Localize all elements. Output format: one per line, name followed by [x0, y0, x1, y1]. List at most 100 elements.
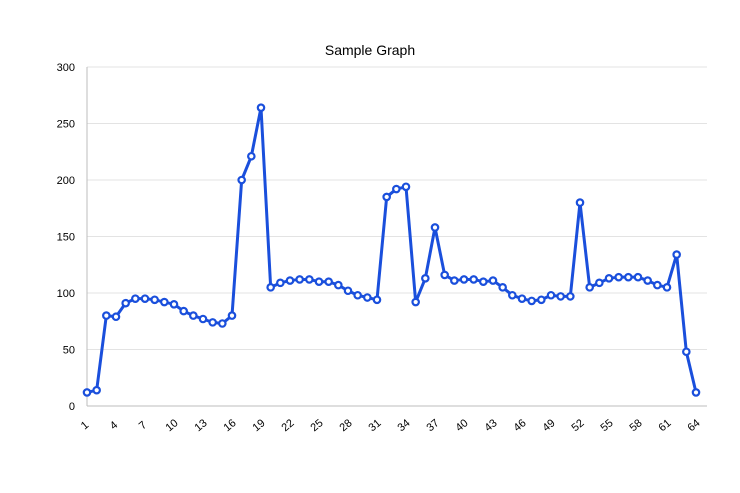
data-point — [575, 198, 585, 207]
data-point — [624, 272, 633, 282]
data-point — [372, 295, 382, 305]
data-point — [479, 277, 488, 287]
data-point — [633, 272, 643, 282]
data-point — [189, 311, 198, 320]
data-point — [517, 294, 527, 303]
data-point — [401, 182, 411, 192]
data-point — [324, 277, 333, 287]
y-tick-label: 200 — [57, 175, 75, 187]
axis-layer — [86, 67, 707, 407]
data-point — [672, 250, 681, 259]
x-tick-label: 58 — [628, 417, 645, 434]
data-point — [247, 151, 256, 161]
y-tick-label: 50 — [63, 345, 75, 357]
x-tick-label: 1 — [79, 419, 91, 432]
data-point — [121, 298, 130, 308]
data-point — [459, 275, 469, 284]
data-point — [266, 283, 275, 292]
x-tick-label: 13 — [193, 417, 210, 434]
x-tick-label: 16 — [222, 417, 239, 434]
data-point — [111, 312, 121, 322]
x-tick-label: 64 — [686, 417, 703, 434]
data-point — [140, 294, 150, 303]
data-point — [585, 283, 594, 292]
data-point — [508, 290, 517, 300]
data-point — [546, 290, 556, 300]
x-tick-label: 49 — [541, 417, 558, 434]
chart-title: Sample Graph — [325, 42, 415, 58]
data-point — [305, 275, 314, 284]
series-layer — [82, 103, 701, 397]
data-point — [643, 276, 652, 285]
data-point — [488, 276, 498, 285]
y-tick-label: 250 — [57, 119, 75, 131]
x-tick-label: 22 — [280, 417, 297, 434]
y-tick-label: 150 — [57, 232, 75, 244]
x-tick-label: 55 — [599, 417, 616, 434]
data-point — [527, 296, 536, 306]
data-point — [169, 299, 179, 309]
x-tick-label: 40 — [454, 417, 471, 434]
data-point — [566, 292, 575, 301]
y-tick-label: 0 — [69, 401, 75, 413]
x-tick-label: 61 — [657, 417, 674, 434]
x-tick-label: 7 — [137, 419, 149, 432]
x-tick-label: 37 — [425, 417, 442, 434]
data-point — [353, 290, 362, 300]
data-point — [392, 184, 401, 194]
data-point — [82, 388, 92, 397]
grid-layer — [87, 66, 707, 350]
x-tick-label: 43 — [483, 417, 500, 434]
data-point — [131, 294, 140, 303]
data-point — [440, 270, 449, 280]
x-tick-label: 10 — [164, 417, 181, 434]
x-tick-label: 46 — [512, 417, 529, 434]
data-point — [411, 297, 420, 307]
data-point — [430, 223, 440, 232]
data-point — [314, 277, 324, 287]
data-point — [469, 275, 478, 284]
data-point — [227, 311, 237, 320]
data-point — [450, 276, 459, 285]
data-point — [160, 297, 169, 307]
data-point — [653, 280, 662, 290]
data-point — [662, 283, 672, 292]
x-tick-label: 52 — [570, 417, 587, 434]
data-point — [208, 318, 217, 327]
data-point — [295, 275, 304, 284]
data-point — [343, 286, 353, 296]
data-point — [218, 319, 227, 328]
data-point — [682, 347, 691, 357]
data-point — [537, 295, 546, 305]
data-point — [276, 278, 285, 288]
x-tick-label: 31 — [367, 417, 384, 434]
data-point — [334, 280, 343, 290]
y-tick-labels: 0 50 100 150 200 250 300 — [57, 62, 75, 413]
x-tick-label: 28 — [338, 417, 355, 434]
data-point — [363, 293, 372, 302]
data-point — [102, 311, 111, 320]
series-line — [85, 106, 698, 394]
x-tick-label: 19 — [251, 417, 268, 434]
data-point — [237, 175, 246, 185]
x-tick-labels: 1 4 7 10 13 16 19 22 25 28 31 34 37 40 43 46 49 52 55 58 61 6… — [79, 417, 703, 434]
data-point — [614, 272, 623, 282]
data-point — [382, 192, 391, 202]
data-point — [498, 283, 507, 292]
x-tick-label: 25 — [309, 417, 326, 434]
data-point — [604, 274, 614, 283]
data-point — [595, 278, 604, 288]
data-point — [256, 103, 266, 112]
x-tick-label: 34 — [396, 417, 413, 434]
data-point — [198, 314, 208, 324]
data-point — [691, 388, 701, 397]
y-tick-label: 100 — [57, 288, 75, 300]
data-point — [150, 295, 159, 305]
data-point — [92, 385, 101, 395]
y-tick-label: 300 — [57, 62, 75, 74]
data-point — [179, 306, 188, 316]
data-point — [556, 292, 565, 301]
x-tick-label: 4 — [108, 419, 120, 432]
data-point — [285, 276, 295, 285]
